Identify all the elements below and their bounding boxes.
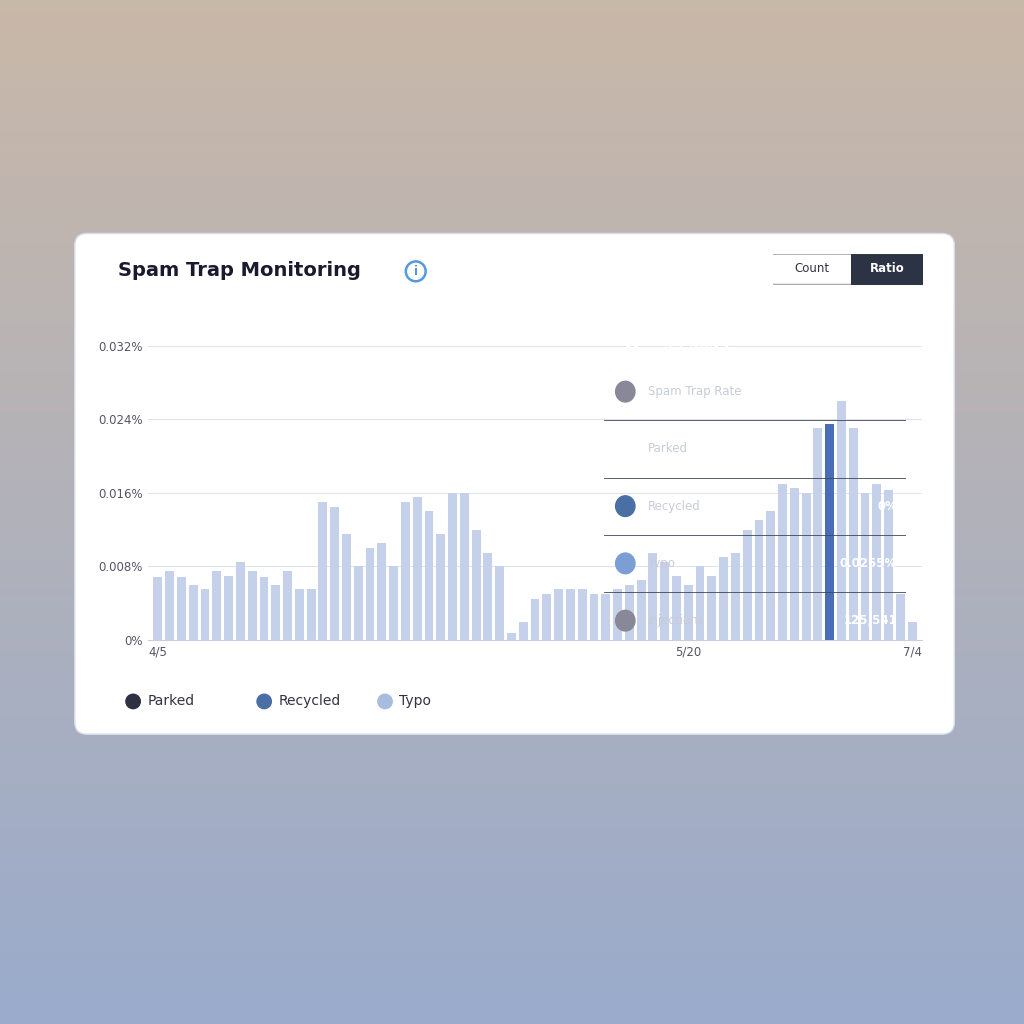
- Bar: [483, 553, 493, 640]
- Bar: [825, 424, 835, 640]
- Text: Ratio: Ratio: [869, 262, 904, 275]
- Circle shape: [615, 381, 635, 402]
- Bar: [907, 622, 916, 640]
- Bar: [154, 578, 163, 640]
- Bar: [731, 553, 739, 640]
- Text: 0.0255%: 0.0255%: [840, 557, 897, 570]
- Bar: [177, 578, 186, 640]
- Circle shape: [126, 694, 140, 709]
- Bar: [331, 507, 339, 640]
- Bar: [496, 566, 504, 640]
- Bar: [259, 578, 268, 640]
- Text: Recycled: Recycled: [648, 500, 700, 513]
- Bar: [813, 428, 822, 640]
- Bar: [507, 633, 516, 640]
- Bar: [366, 548, 375, 640]
- Bar: [637, 581, 645, 640]
- Bar: [613, 590, 622, 640]
- Bar: [566, 590, 574, 640]
- Circle shape: [615, 496, 635, 516]
- Text: Spam Trap Rate: Spam Trap Rate: [648, 385, 741, 398]
- Bar: [165, 571, 174, 640]
- Bar: [790, 488, 799, 640]
- Text: 0%: 0%: [878, 500, 897, 513]
- Bar: [625, 585, 634, 640]
- Bar: [354, 566, 362, 640]
- Bar: [837, 400, 846, 640]
- Bar: [849, 428, 858, 640]
- Bar: [460, 493, 469, 640]
- Text: Spam Trap Monitoring: Spam Trap Monitoring: [118, 261, 360, 280]
- Bar: [295, 590, 304, 640]
- FancyBboxPatch shape: [771, 254, 853, 285]
- Text: Typo: Typo: [399, 694, 431, 709]
- Bar: [896, 594, 905, 640]
- Text: Parked: Parked: [648, 442, 688, 456]
- Bar: [425, 511, 433, 640]
- Text: Recycled: Recycled: [279, 694, 341, 709]
- Circle shape: [615, 610, 635, 631]
- Bar: [519, 622, 527, 640]
- Bar: [672, 575, 681, 640]
- Bar: [318, 502, 328, 640]
- Text: 125,541: 125,541: [844, 614, 897, 627]
- Bar: [860, 493, 869, 640]
- Bar: [283, 571, 292, 640]
- Bar: [872, 483, 882, 640]
- Bar: [742, 529, 752, 640]
- Bar: [378, 544, 386, 640]
- Bar: [778, 483, 787, 640]
- Bar: [342, 535, 351, 640]
- Text: 0.0255%: 0.0255%: [840, 385, 897, 398]
- Bar: [802, 493, 811, 640]
- Bar: [224, 575, 233, 640]
- Bar: [307, 590, 315, 640]
- Bar: [212, 571, 221, 640]
- Bar: [472, 529, 480, 640]
- Text: Injections: Injections: [648, 614, 705, 627]
- Bar: [201, 590, 210, 640]
- Bar: [601, 594, 610, 640]
- Bar: [660, 562, 669, 640]
- Bar: [755, 520, 763, 640]
- Bar: [578, 590, 587, 640]
- Circle shape: [615, 553, 635, 573]
- Bar: [708, 575, 716, 640]
- Text: Parked: Parked: [147, 694, 195, 709]
- Bar: [590, 594, 598, 640]
- Text: Typo: Typo: [648, 557, 675, 570]
- Text: May 27 2023: May 27 2023: [626, 344, 730, 358]
- Bar: [389, 566, 398, 640]
- Bar: [188, 585, 198, 640]
- Bar: [554, 590, 563, 640]
- Bar: [695, 566, 705, 640]
- Bar: [766, 511, 775, 640]
- Circle shape: [378, 694, 392, 709]
- Bar: [719, 557, 728, 640]
- Bar: [236, 562, 245, 640]
- Text: Count: Count: [795, 262, 829, 275]
- Bar: [248, 571, 257, 640]
- Bar: [413, 498, 422, 640]
- Bar: [436, 535, 445, 640]
- FancyBboxPatch shape: [850, 254, 924, 285]
- Bar: [401, 502, 410, 640]
- Text: 0%: 0%: [878, 442, 897, 456]
- Bar: [271, 585, 281, 640]
- Text: i: i: [414, 265, 418, 279]
- Bar: [648, 553, 657, 640]
- Bar: [684, 585, 692, 640]
- Bar: [543, 594, 551, 640]
- Circle shape: [257, 694, 271, 709]
- Bar: [449, 493, 457, 640]
- Bar: [884, 490, 893, 640]
- Bar: [530, 599, 540, 640]
